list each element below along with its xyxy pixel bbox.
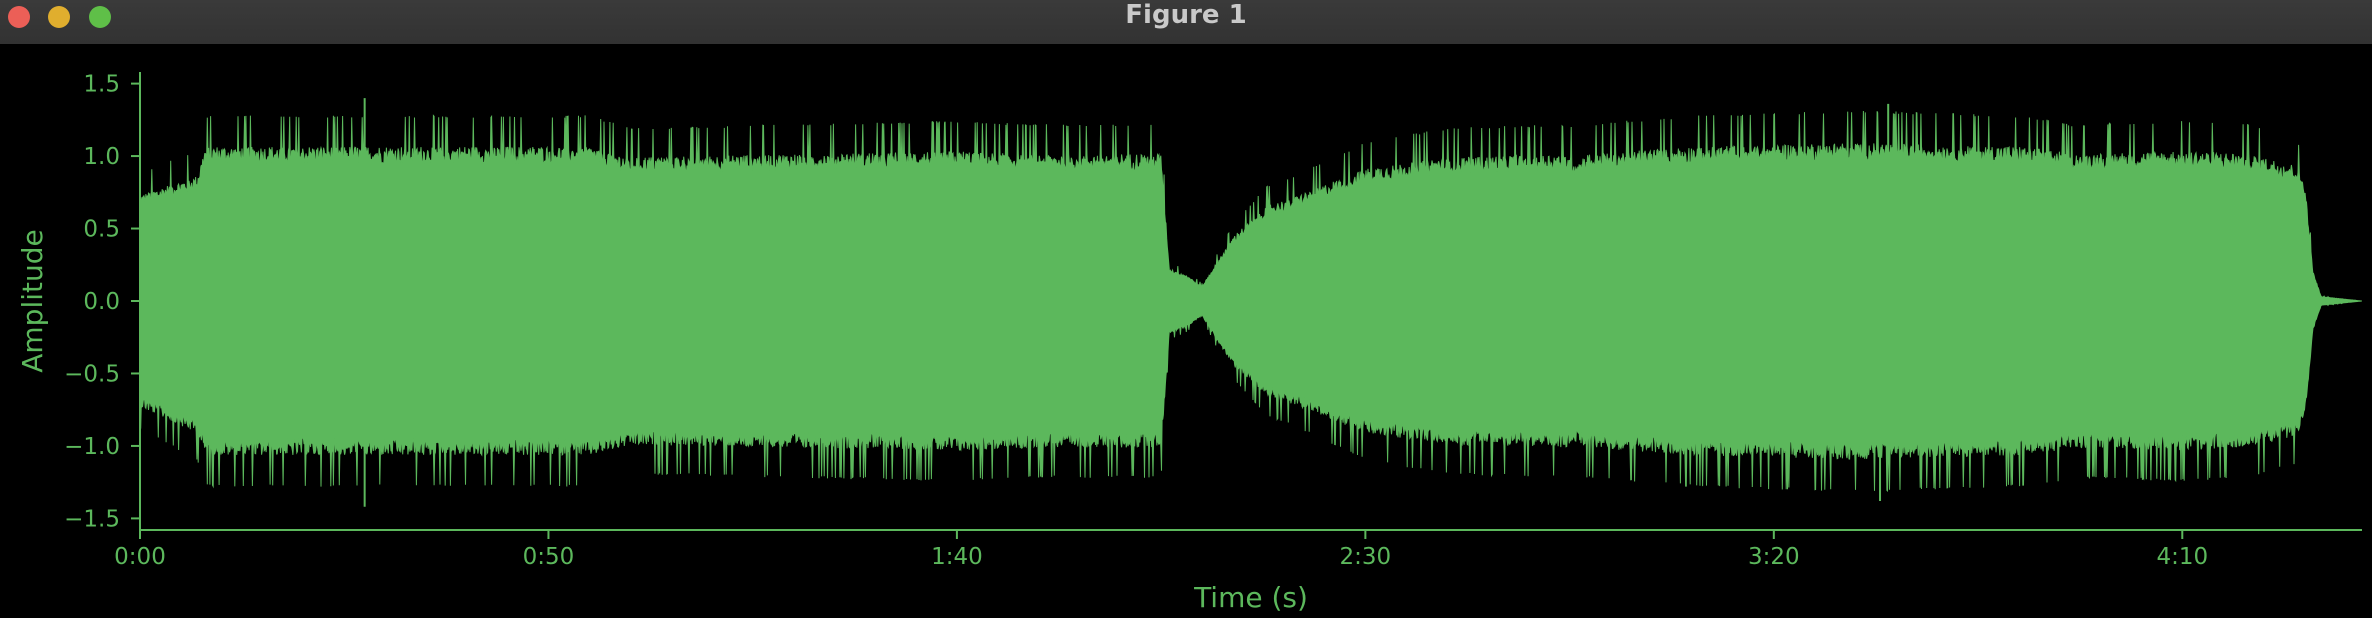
y-tick-label: −1.5 [64,506,120,532]
zoom-window-button[interactable] [89,6,111,28]
x-tick-label: 0:50 [523,544,575,570]
x-tick-label: 0:00 [114,544,166,570]
y-tick-label: 0.0 [83,289,120,315]
y-tick-label: −1.0 [64,434,120,460]
x-axis-label: Time (s) [1193,581,1308,614]
y-axis-label: Amplitude [16,229,49,373]
y-tick-label: 1.0 [83,144,120,170]
waveform-chart: 1.5 1.0 0.5 0.0 −0.5 −1.0 −1.5 0:00 0:50 1:40 2:30… [16,72,2362,614]
minimize-window-button[interactable] [48,6,70,28]
window-titlebar: Figure 1 [0,0,2372,45]
y-tick-label: 1.5 [83,72,120,98]
figure-canvas: 1.5 1.0 0.5 0.0 −0.5 −1.0 −1.5 0:00 0:50 1:40 2:30… [0,44,2372,614]
x-tick-label: 1:40 [931,544,983,570]
y-tick-label: 0.5 [83,217,120,243]
y-tick-label: −0.5 [64,361,120,387]
window-title: Figure 1 [1125,0,1247,30]
waveform-envelope [139,110,2362,492]
close-window-button[interactable] [8,6,30,28]
x-tick-label: 2:30 [1340,544,1392,570]
x-tick-label: 4:10 [2156,544,2208,570]
x-tick-label: 3:20 [1748,544,1800,570]
